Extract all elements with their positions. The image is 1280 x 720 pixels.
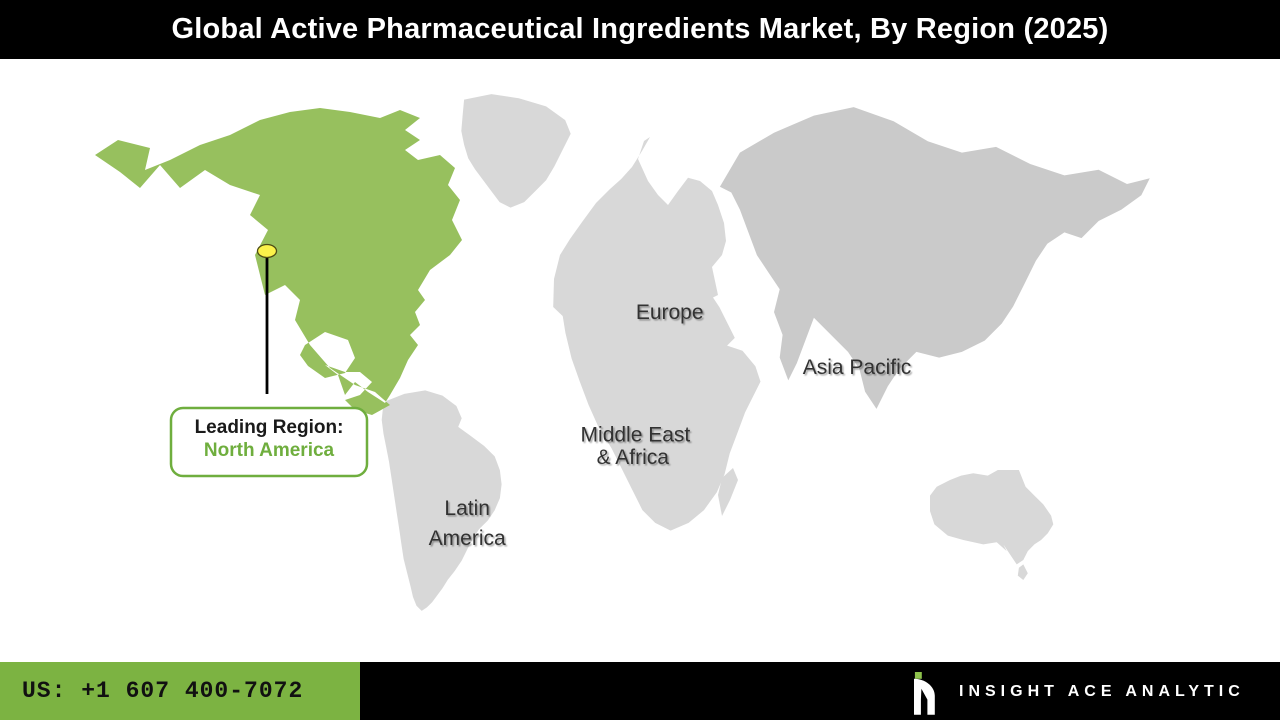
svg-text:& Africa: & Africa [597, 446, 670, 469]
svg-text:Middle East: Middle East [581, 424, 691, 447]
svg-text:North America: North America [204, 440, 335, 461]
svg-text:Asia Pacific: Asia Pacific [803, 356, 912, 379]
svg-text:Latin: Latin [444, 497, 490, 520]
svg-text:Europe: Europe [636, 301, 704, 324]
svg-text:America: America [429, 527, 506, 550]
svg-text:Leading Region:: Leading Region: [195, 417, 344, 438]
